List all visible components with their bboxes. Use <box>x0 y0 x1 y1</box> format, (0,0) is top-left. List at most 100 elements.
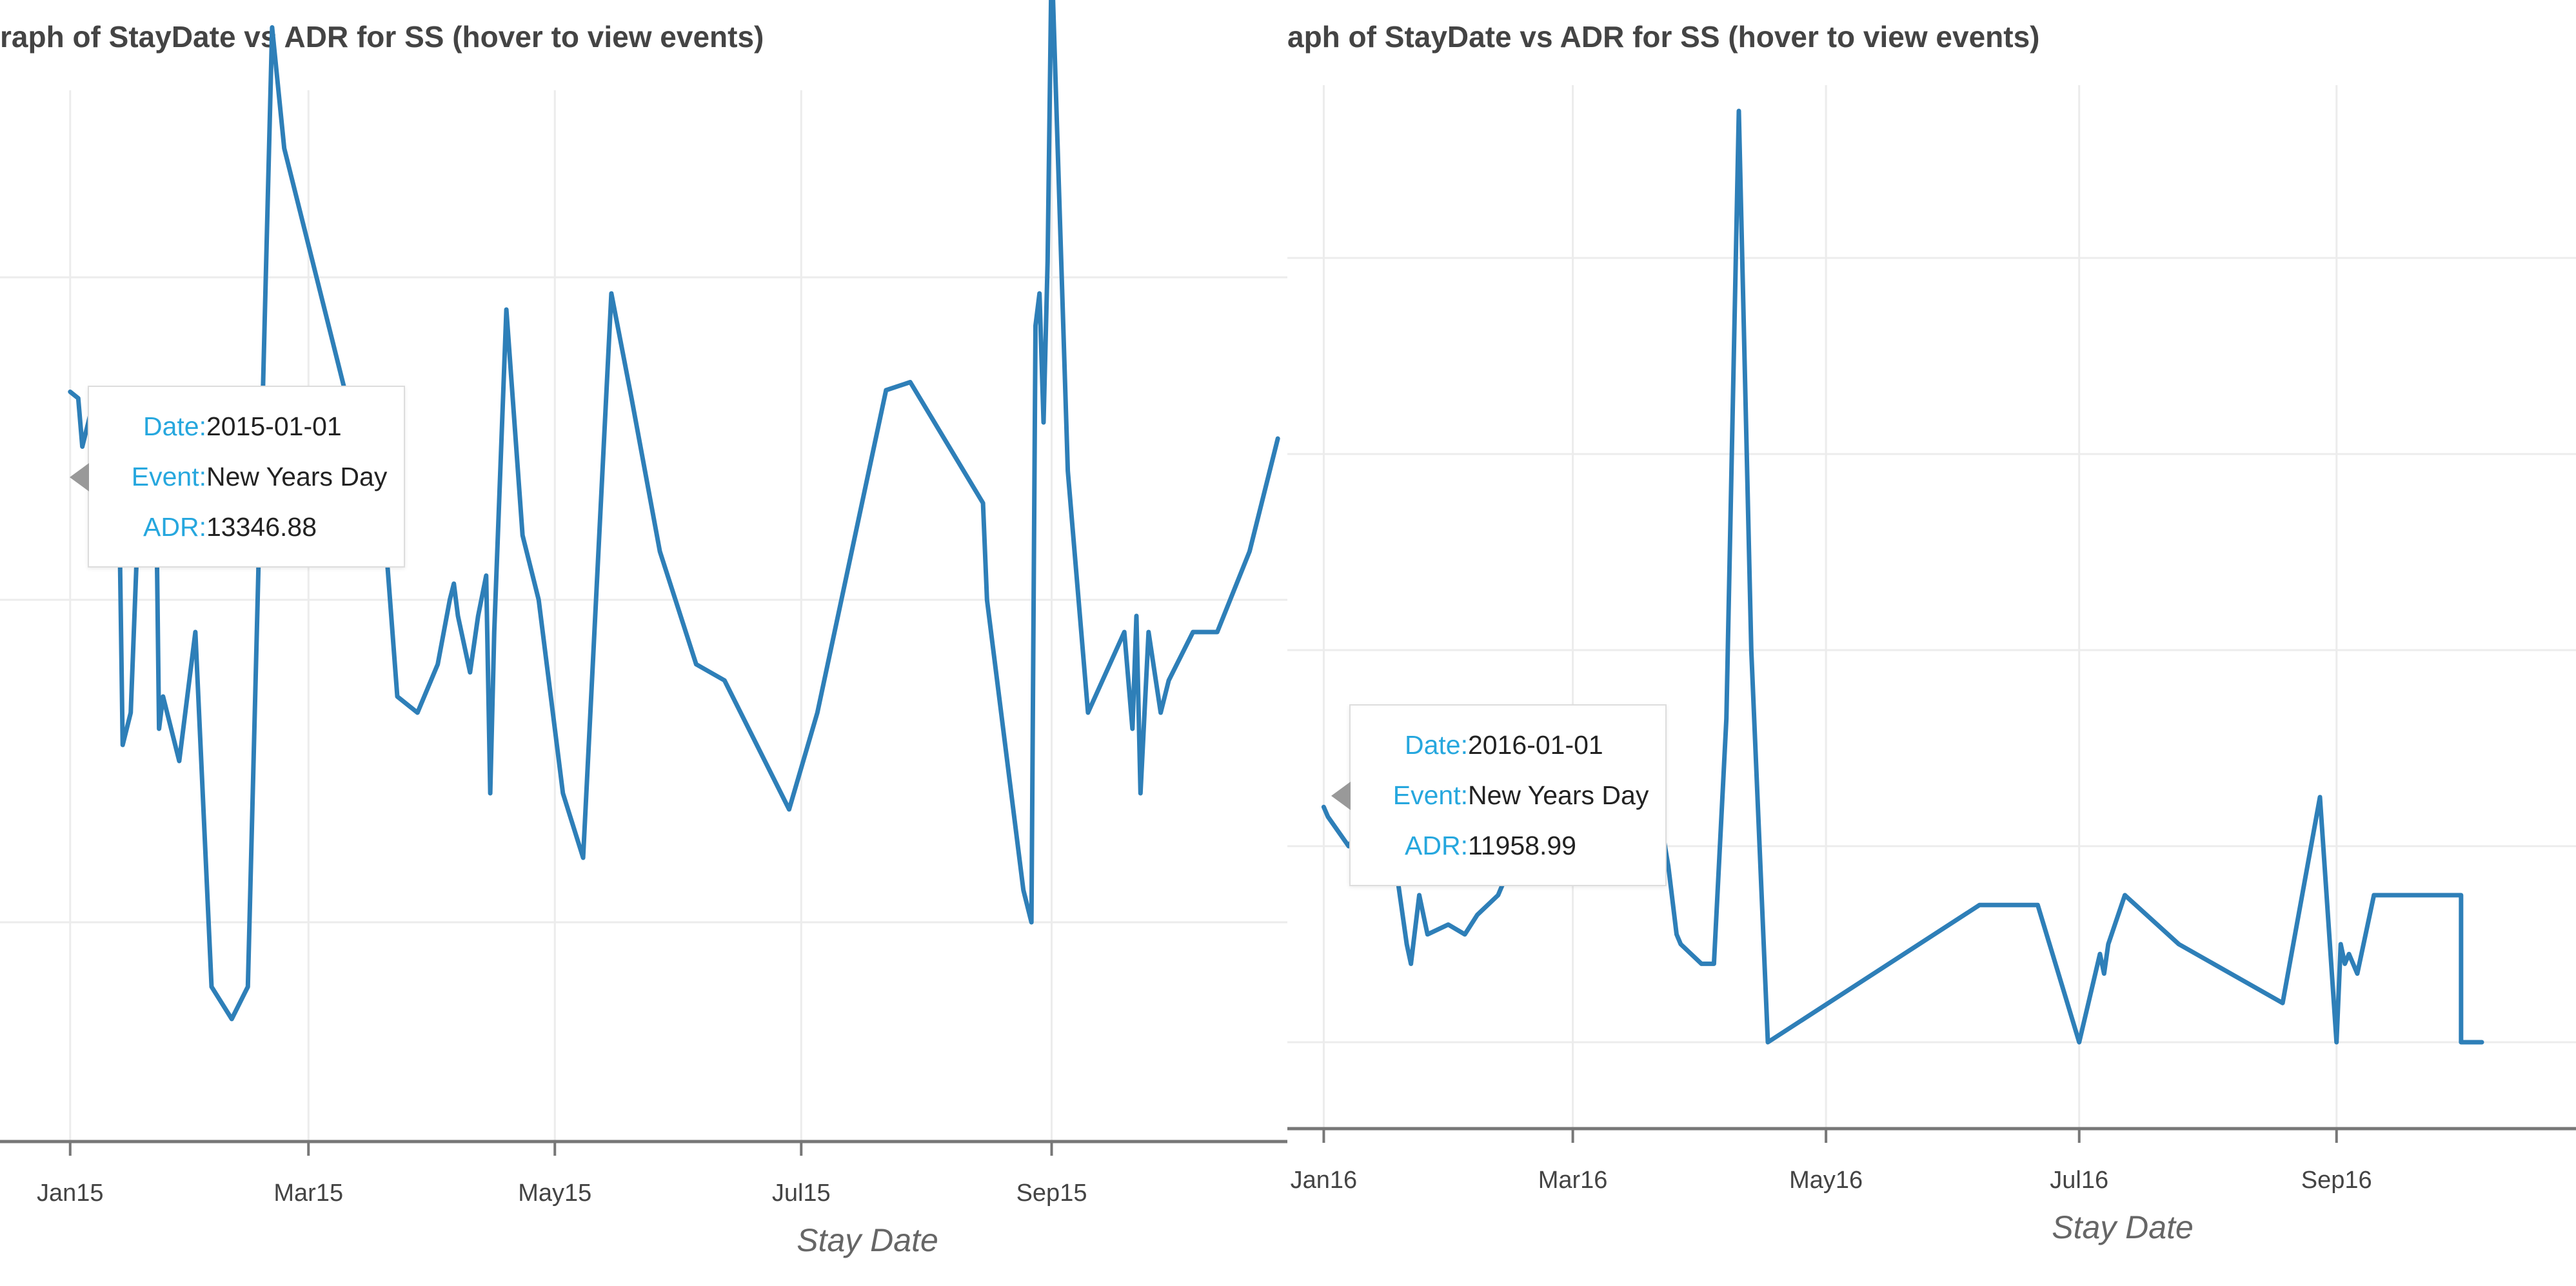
data-point[interactable] <box>1492 889 1505 902</box>
data-point[interactable] <box>189 626 202 638</box>
data-point[interactable] <box>980 593 993 606</box>
data-point[interactable] <box>1142 626 1155 638</box>
data-point[interactable] <box>2455 889 2468 902</box>
data-point[interactable] <box>443 593 456 606</box>
data-point[interactable] <box>1421 928 1434 941</box>
data-point[interactable] <box>116 738 129 751</box>
data-point[interactable] <box>2330 1036 2343 1049</box>
data-point[interactable] <box>1082 706 1095 719</box>
data-point[interactable] <box>2172 938 2185 951</box>
data-point[interactable] <box>1674 938 1687 951</box>
data-point[interactable] <box>1973 898 1986 911</box>
data-point[interactable] <box>880 384 893 397</box>
data-point[interactable] <box>2351 967 2364 980</box>
data-point[interactable] <box>625 392 638 405</box>
data-point[interactable] <box>1243 545 1256 558</box>
data-point[interactable] <box>500 303 513 316</box>
data-point[interactable] <box>205 980 218 993</box>
data-point[interactable] <box>976 497 989 509</box>
data-point[interactable] <box>431 658 444 671</box>
data-point[interactable] <box>2276 996 2289 1009</box>
data-point[interactable] <box>124 706 137 719</box>
data-point[interactable] <box>2313 791 2326 804</box>
data-point[interactable] <box>1695 957 1708 970</box>
data-point[interactable] <box>2343 947 2355 960</box>
data-point[interactable] <box>577 851 590 864</box>
data-point[interactable] <box>464 666 477 679</box>
data-point[interactable] <box>1458 928 1471 941</box>
data-point[interactable] <box>76 440 89 453</box>
data-point[interactable] <box>1025 916 1038 929</box>
data-point[interactable] <box>1017 884 1030 896</box>
data-point[interactable] <box>689 658 702 671</box>
data-point[interactable] <box>1211 626 1224 638</box>
data-point[interactable] <box>2031 898 2044 911</box>
data-point[interactable] <box>1118 626 1131 638</box>
tooltip-event-value: New Years Day <box>1468 780 1649 810</box>
data-point[interactable] <box>1033 287 1046 300</box>
line-chart-2016[interactable]: Jan16 Mar16 May16 Jul16 Sep16 Stay Date <box>1287 0 2576 1286</box>
data-point[interactable] <box>72 392 84 405</box>
data-point[interactable] <box>2475 1036 2488 1049</box>
data-point[interactable] <box>1761 1036 1774 1049</box>
data-point[interactable] <box>2334 938 2347 951</box>
data-point[interactable] <box>278 142 291 155</box>
data-point[interactable] <box>2073 1036 2086 1049</box>
data-point[interactable] <box>1442 918 1455 931</box>
data-point[interactable] <box>605 287 618 300</box>
data-point[interactable] <box>451 609 464 622</box>
data-point[interactable] <box>2102 938 2115 951</box>
data-point[interactable] <box>153 722 166 735</box>
data-point[interactable] <box>411 706 424 719</box>
data-point[interactable] <box>811 706 824 719</box>
data-point[interactable] <box>516 529 529 542</box>
data-point[interactable] <box>1062 464 1075 477</box>
data-point[interactable] <box>173 755 186 767</box>
data-point[interactable] <box>1162 674 1175 687</box>
data-point[interactable] <box>1400 938 1413 951</box>
data-point[interactable] <box>1405 957 1418 970</box>
data-point[interactable] <box>471 609 484 622</box>
data-point[interactable] <box>241 980 254 993</box>
data-point[interactable] <box>1037 416 1050 429</box>
data-point[interactable] <box>1130 609 1143 622</box>
data-point[interactable] <box>484 787 497 800</box>
data-point[interactable] <box>266 21 279 34</box>
data-point[interactable] <box>557 787 570 800</box>
data-point[interactable] <box>2455 1036 2468 1049</box>
data-point[interactable] <box>2094 947 2106 960</box>
data-point[interactable] <box>653 545 666 558</box>
data-point[interactable] <box>1471 908 1484 921</box>
line-chart-2015[interactable]: Jan15 Mar15 May15 Jul15 Sep15 Stay Date <box>0 0 1287 1286</box>
data-point[interactable] <box>1154 706 1167 719</box>
data-point[interactable] <box>718 674 731 687</box>
data-point[interactable] <box>1126 722 1139 735</box>
data-point[interactable] <box>1187 626 1200 638</box>
data-point[interactable] <box>2119 889 2132 902</box>
data-point[interactable] <box>391 690 404 703</box>
tooltip-adr-value: 13346.88 <box>206 512 317 542</box>
data-point[interactable] <box>1322 810 1334 823</box>
data-point[interactable] <box>1134 787 1147 800</box>
data-point[interactable] <box>1720 712 1733 725</box>
data-point[interactable] <box>157 690 170 703</box>
data-point[interactable] <box>1271 432 1284 445</box>
data-point[interactable] <box>2368 889 2381 902</box>
data-point[interactable] <box>225 1013 238 1025</box>
data-point[interactable] <box>1412 889 1425 902</box>
data-point[interactable] <box>480 569 493 582</box>
data-point[interactable] <box>1732 104 1745 117</box>
data-point[interactable] <box>782 803 795 816</box>
data-point[interactable] <box>318 303 331 316</box>
data-point[interactable] <box>532 593 545 606</box>
data-point[interactable] <box>1041 255 1054 268</box>
tooltip-date-row: Date:2016-01-01 <box>1367 720 1649 770</box>
data-point[interactable] <box>1745 644 1758 657</box>
data-point[interactable] <box>1029 319 1042 332</box>
adr-series-line[interactable] <box>1321 108 2484 1045</box>
data-point[interactable] <box>488 626 500 638</box>
data-point[interactable] <box>904 376 916 389</box>
data-point[interactable] <box>1707 957 1720 970</box>
data-point[interactable] <box>448 577 461 590</box>
data-point[interactable] <box>2097 967 2110 980</box>
